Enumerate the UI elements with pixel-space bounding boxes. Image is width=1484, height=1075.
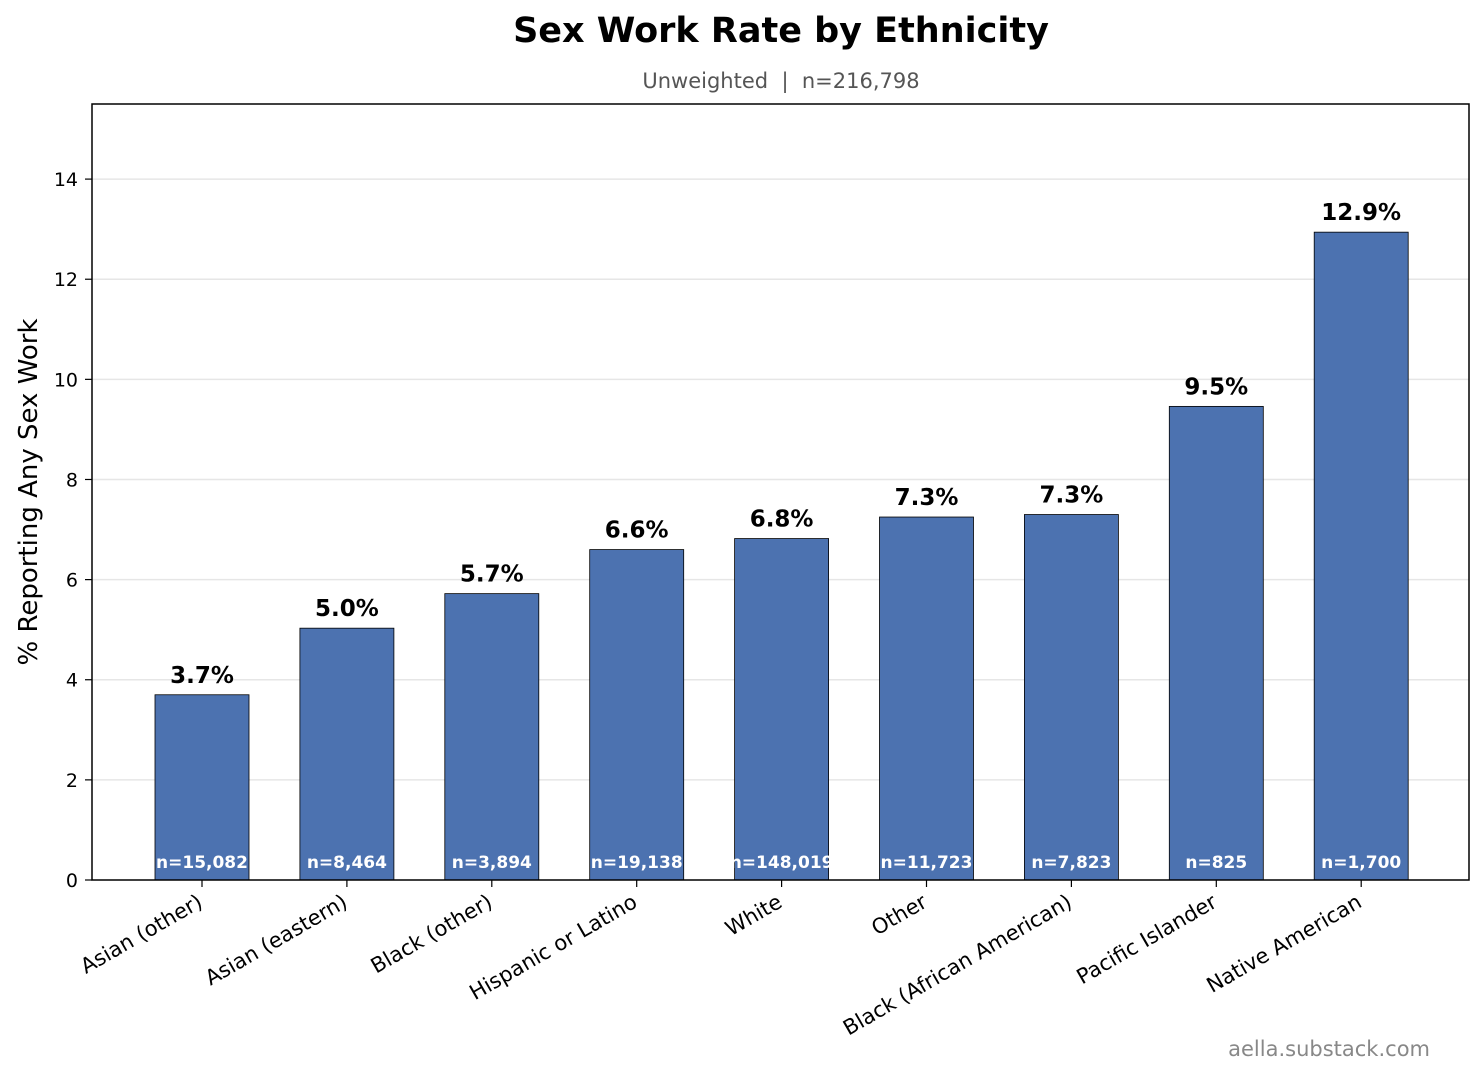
bar-value-label: 3.7% — [170, 663, 234, 689]
bar-value-label: 9.5% — [1184, 374, 1248, 400]
bars: 3.7% n=15,082 5.0% n=8,464 5.7% n=3,894 6.6% n=… — [154, 200, 1409, 881]
x-tick-label: Asian (other) — [76, 890, 206, 979]
bar — [734, 538, 829, 881]
y-tick-label: 14 — [54, 169, 78, 191]
bar — [1168, 405, 1264, 881]
bar-sample-size-label: n=11,723 — [881, 853, 973, 873]
y-tick-label: 6 — [66, 570, 78, 592]
bar-value-label: 6.8% — [750, 507, 814, 533]
bar-sample-size-label: n=148,019 — [730, 853, 834, 873]
bar — [444, 593, 540, 881]
bar — [299, 627, 395, 881]
y-tick-label: 2 — [66, 770, 78, 792]
bar-value-label: 12.9% — [1321, 200, 1401, 226]
x-tick-label: Pacific Islander — [1072, 889, 1221, 989]
bar-value-label: 6.6% — [605, 518, 669, 544]
bar-sample-size-label: n=825 — [1185, 853, 1247, 873]
chart-subtitle: Unweighted | n=216,798 — [642, 69, 919, 94]
chart-title: Sex Work Rate by Ethnicity — [513, 11, 1049, 51]
x-tick-label: Native American — [1202, 890, 1365, 998]
x-axis-ticks: Asian (other)Asian (eastern) Black (other… — [76, 880, 1366, 1041]
bar-value-label: 7.3% — [895, 485, 959, 511]
bar-value-label: 5.7% — [460, 562, 524, 588]
y-tick-label: 0 — [66, 870, 78, 892]
x-tick-label: White — [721, 890, 786, 941]
bar — [1024, 514, 1119, 881]
bar — [879, 516, 974, 881]
y-tick-label: 8 — [66, 469, 78, 491]
y-tick-label: 4 — [66, 670, 78, 692]
bar-sample-size-label: n=19,138 — [591, 853, 683, 873]
plot-area-frame — [91, 103, 1470, 881]
y-axis-label: % Reporting Any Sex Work — [14, 318, 44, 665]
bar-sample-size-label: n=7,823 — [1031, 853, 1111, 873]
x-tick-label: Asian (eastern) — [201, 890, 351, 991]
bar — [589, 549, 685, 881]
y-axis-ticks: 0 2 4 6 8 10 12 14 — [54, 169, 92, 892]
y-tick-label: 10 — [54, 369, 78, 391]
bar-sample-size-label: n=15,082 — [156, 853, 248, 873]
x-tick-label: Black (other) — [367, 890, 497, 979]
bar-sample-size-label: n=3,894 — [452, 853, 532, 873]
x-tick-label: Other — [867, 889, 931, 940]
bar-value-label: 7.3% — [1040, 483, 1104, 509]
watermark: aella.substack.com — [1228, 1037, 1430, 1061]
bar-value-label: 5.0% — [315, 596, 379, 622]
bar-sample-size-label: n=8,464 — [307, 853, 387, 873]
y-tick-label: 12 — [54, 269, 78, 291]
bar — [1313, 231, 1409, 881]
bar-sample-size-label: n=1,700 — [1321, 853, 1401, 873]
x-tick-label: Black (African American) — [839, 890, 1076, 1041]
